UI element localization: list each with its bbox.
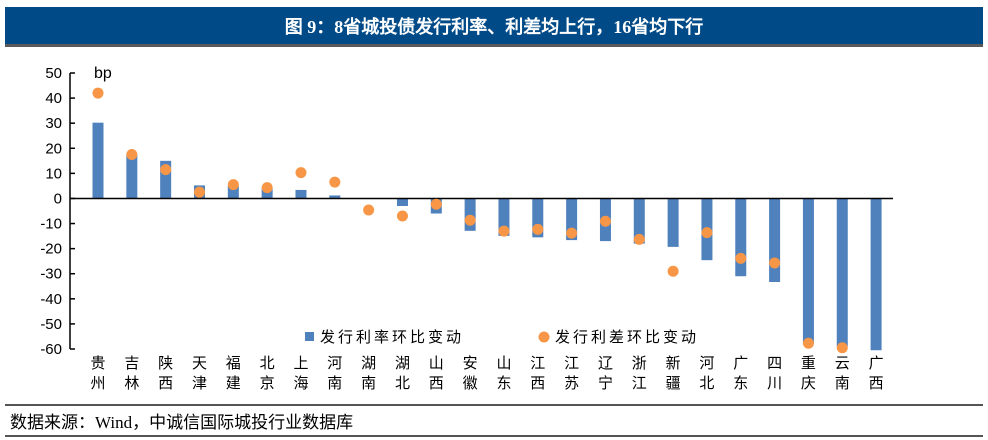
bar [667, 198, 679, 247]
bar [633, 198, 645, 244]
scatter-point [430, 198, 442, 210]
chart-title: 图 9：8省城投债发行利率、利差均上行，16省均下行 [5, 7, 983, 47]
x-tick-label: 天津 [192, 355, 207, 392]
x-tick-label: 安徽 [463, 355, 478, 392]
scatter-point [735, 252, 747, 264]
y-tick-label: -20 [40, 241, 62, 258]
x-tick-label: 北京 [260, 355, 275, 392]
legend-marker-bar [305, 332, 314, 341]
x-tick-label: 吉林 [124, 355, 139, 392]
y-axis-unit: bp [94, 65, 112, 82]
bar [396, 198, 408, 206]
scatter-point [599, 215, 611, 227]
scatter-point [836, 342, 848, 354]
x-tick-label: 浙江 [632, 355, 647, 392]
y-tick-label: 20 [45, 140, 62, 157]
bar [498, 198, 510, 236]
legend-marker-dot [538, 331, 550, 343]
bar [227, 185, 239, 199]
bar [836, 198, 848, 347]
x-tick-label: 上海 [293, 355, 308, 392]
y-tick-label: 40 [45, 90, 62, 107]
x-tick-label: 云南 [835, 355, 850, 392]
y-tick-label: -50 [40, 316, 62, 333]
y-tick-label: -40 [40, 291, 62, 308]
bar [802, 198, 814, 344]
scatter-point [769, 257, 781, 269]
x-tick-label: 湖南 [361, 355, 376, 392]
scatter-point [126, 149, 138, 161]
scatter-point [498, 225, 510, 237]
y-tick-label: -60 [40, 341, 62, 358]
x-tick-label: 新疆 [666, 355, 681, 392]
bar [92, 122, 104, 199]
scatter-point [566, 227, 578, 239]
legend-label: 发行利差环比变动 [555, 329, 699, 346]
scatter-point [261, 182, 273, 194]
source-note: 数据来源：Wind，中诚信国际城投行业数据库 [10, 413, 354, 432]
scatter-point [464, 214, 476, 226]
y-tick-label: 0 [54, 190, 62, 207]
divider [5, 404, 983, 406]
bar [769, 198, 781, 283]
x-tick-label: 江西 [530, 355, 545, 392]
x-tick-label: 河南 [327, 355, 342, 392]
scatter-point [532, 223, 544, 235]
bar [566, 198, 578, 241]
bar [160, 160, 172, 199]
x-tick-label: 山西 [429, 355, 444, 392]
x-tick-label: 湖北 [395, 355, 410, 392]
scatter-point [193, 186, 205, 198]
bar [126, 154, 138, 199]
bar [870, 198, 882, 351]
scatter-point [802, 337, 814, 349]
x-tick-label: 山东 [496, 355, 511, 392]
bar [295, 189, 307, 199]
scatter-point [160, 164, 172, 176]
scatter-point [701, 227, 713, 239]
x-tick-label: 陕西 [158, 355, 173, 392]
x-tick-label: 江苏 [564, 355, 579, 392]
x-tick-label: 福建 [226, 355, 241, 392]
chart: 50 40 30 20 10 0 -10 -20 -30 -40 -50 -60 bp 贵州吉林陕西天津福… [40, 65, 893, 392]
x-tick-label: 河北 [699, 355, 714, 392]
y-tick-label: -10 [40, 216, 62, 233]
scatter-point [227, 179, 239, 191]
scatter-point [329, 176, 341, 188]
bar [735, 198, 747, 277]
y-tick-label: -30 [40, 266, 62, 283]
bar [532, 198, 544, 238]
bar [329, 195, 341, 199]
legend-label: 发行利率环比变动 [320, 329, 464, 346]
x-tick-label: 广西 [869, 355, 884, 392]
x-tick-label: 广东 [733, 355, 748, 392]
x-tick-label: 四川 [767, 355, 782, 392]
bar [464, 198, 476, 231]
y-tick-label: 30 [45, 115, 62, 132]
scatter-point [667, 265, 679, 277]
x-tick-label: 重庆 [801, 355, 816, 392]
scatter-point [295, 167, 307, 179]
y-tick-label: 10 [45, 165, 62, 182]
x-tick-label: 贵州 [90, 355, 105, 392]
scatter-point [363, 204, 375, 216]
divider [5, 435, 983, 437]
scatter-point [396, 210, 408, 222]
scatter-point [92, 87, 104, 99]
scatter-point [633, 233, 645, 245]
bar [261, 188, 273, 199]
x-tick-label: 辽宁 [598, 355, 613, 392]
y-tick-label: 50 [45, 65, 62, 82]
